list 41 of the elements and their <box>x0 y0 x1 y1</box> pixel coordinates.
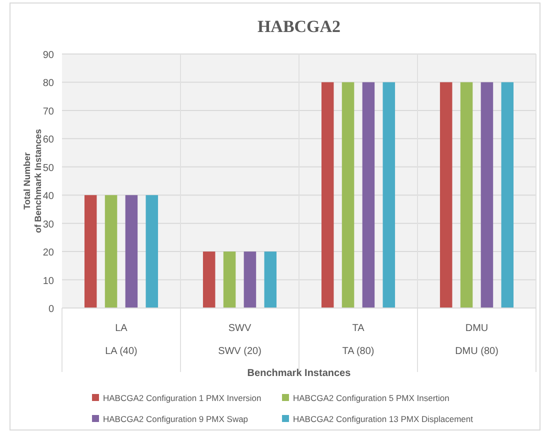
bar <box>382 82 396 308</box>
legend-label: HABCGA2 Configuration 5 PMX Insertion <box>293 393 450 403</box>
y-tick-label: 20 <box>42 248 54 259</box>
bar <box>342 82 354 308</box>
bar <box>362 82 375 308</box>
x-tick-label: DMU <box>465 323 488 334</box>
bar <box>440 82 452 308</box>
bar <box>202 252 216 308</box>
text: LA (40) <box>105 346 138 357</box>
bar <box>125 195 138 308</box>
legend-label: HABCGA2 Configuration 13 PMX Displacement <box>293 414 474 424</box>
bar <box>501 82 514 308</box>
y-axis-title: Total Number of Benchmark Instances <box>22 128 43 234</box>
bar <box>460 82 473 308</box>
bar <box>480 82 494 308</box>
x-tick-label: LA <box>115 323 128 334</box>
bar <box>321 82 334 308</box>
y-tick-label: 80 <box>42 78 54 90</box>
y-tick-label: 70 <box>42 106 54 118</box>
bar <box>244 252 256 308</box>
bar <box>84 195 97 308</box>
y-tick-label: 30 <box>42 219 54 230</box>
y-tick-label: 50 <box>42 162 54 174</box>
y-tick-label: 90 <box>42 50 54 61</box>
legend-label: HABCGA2 Configuration 9 PMX Swap <box>103 414 248 424</box>
bar <box>104 195 118 308</box>
bar <box>223 252 236 308</box>
text: SWV (20) <box>218 346 262 357</box>
bar <box>146 195 158 308</box>
y-tick-label: 40 <box>42 191 54 202</box>
x-axis-title: Benchmark Instances <box>247 368 352 379</box>
bar <box>264 252 277 308</box>
chart-title: HABCGA2 <box>257 17 341 36</box>
y-tick-label: 10 <box>42 276 54 287</box>
text: DMU (80) <box>455 346 498 357</box>
y-tick-label: 60 <box>42 134 54 146</box>
x-tick-label: TA <box>352 323 365 334</box>
y-tick-label: 0 <box>48 304 54 315</box>
text: TA (80) <box>342 346 374 357</box>
legend-label: HABCGA2 Configuration 1 PMX Inversion <box>103 393 262 403</box>
x-tick-label: SWV <box>228 323 252 334</box>
